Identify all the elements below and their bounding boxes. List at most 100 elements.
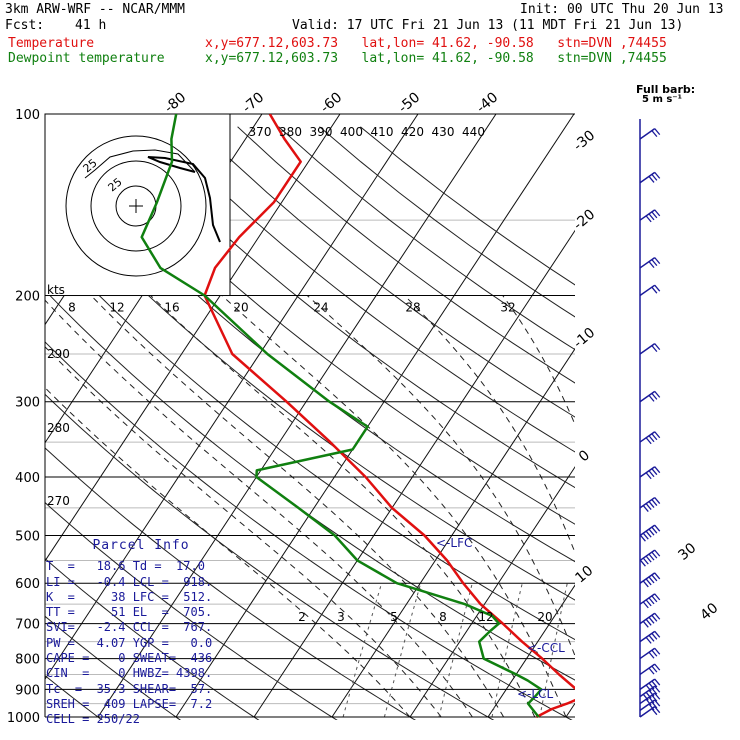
isotherm-label: -70: [240, 89, 268, 116]
isotherm-line: [644, 114, 740, 717]
dry-adiabat: [196, 126, 575, 418]
parcel-info-panel: Parcel Info T = 18.6 Td = 17.0 LI = -0.4…: [46, 538, 236, 728]
forecast-label: Fcst:: [5, 18, 45, 33]
mixing-ratio-label: 5: [390, 610, 398, 624]
wind-barb-flag: [654, 699, 661, 707]
dry-adiabat: [45, 341, 573, 720]
parcel-info-title: Parcel Info: [92, 538, 190, 553]
wind-barb-flag: [642, 505, 649, 513]
wind-barb-shaft: [639, 128, 656, 140]
pressure-tick-label: 800: [15, 653, 40, 668]
wind-barb-flag: [642, 693, 649, 701]
temperature-legend: Temperature: [8, 36, 95, 51]
pressure-tick-label: 500: [15, 529, 40, 544]
wind-barb-flag: [642, 601, 649, 609]
wind-barb-flag: [654, 524, 661, 532]
pressure-tick-label: 1000: [7, 711, 40, 726]
mixing-ratio-line: [383, 583, 422, 718]
pressure-tick-label: 200: [15, 290, 40, 305]
theta-e-label: 420: [401, 125, 424, 139]
dry-adiabat: [45, 615, 182, 720]
theta-e-label: 410: [371, 125, 394, 139]
wind-barb-flag: [651, 259, 658, 267]
wind-barb-flag: [651, 574, 658, 582]
wind-barb-flag: [648, 213, 655, 221]
wind-barb-flag: [651, 551, 658, 559]
mixing-ratio-label: 16: [164, 301, 179, 315]
wind-barb-flag: [654, 593, 661, 601]
full-barb-unit: 5 m s⁻¹: [642, 94, 682, 105]
wind-barb: [639, 466, 661, 480]
dewpoint-legend: Dewpoint temperature: [8, 51, 165, 66]
wind-barb-flag: [648, 696, 655, 704]
isotherm-label: -40: [474, 89, 502, 116]
wind-barb-flag: [654, 171, 661, 179]
forecast-hour: 41 h: [75, 18, 107, 33]
full-barb-label: Full barb:: [636, 83, 696, 96]
parcel-info-row: PW = 4.07 YGP = 0.0: [46, 635, 213, 650]
wind-barb-flag: [654, 209, 661, 217]
wind-barb: [639, 630, 661, 644]
mixing-ratio-label: 32: [500, 301, 515, 315]
dry-adiabat: [45, 501, 338, 720]
isotherm-line: [487, 584, 575, 718]
wind-barb-flag: [651, 680, 658, 688]
wind-barb-flag: [651, 701, 658, 709]
dry-adiabat: [45, 189, 575, 601]
isotherm-label: 30: [675, 540, 699, 564]
wind-barb-flag: [648, 394, 655, 402]
wind-barb-shaft: [639, 343, 656, 355]
pressure-tick-label: 300: [15, 396, 40, 411]
wind-barb-flag: [654, 612, 661, 620]
wind-barb: [639, 572, 661, 588]
wind-barb-flag: [645, 578, 652, 586]
parcel-info-row: LI = -0.4 LCL = 918.: [46, 574, 213, 589]
pressure-tick-label: 400: [15, 471, 40, 486]
hodograph-ring: [90, 160, 182, 252]
wind-barb-flag: [654, 630, 661, 638]
wind-barb-flag: [645, 691, 652, 699]
wind-barb-flag: [642, 557, 649, 565]
wind-barb-flag: [654, 257, 661, 265]
wind-barb-flag: [654, 431, 661, 439]
dewpoint-location: x,y=677.12,603.73 lat,lon= 41.62, -90.58…: [205, 51, 667, 66]
parcel-info-row: T = 18.6 Td = 17.0: [46, 559, 205, 574]
theta-label: 270: [47, 494, 70, 508]
wind-barb: [639, 171, 661, 184]
wind-barb-flag: [651, 345, 658, 353]
valid-time: Valid: 17 UTC Fri 21 Jun 13 (11 MDT Fri …: [292, 18, 684, 33]
wind-barb-flag: [645, 530, 652, 538]
wind-barb-flag: [654, 466, 661, 474]
wind-barb-flag: [651, 433, 658, 441]
wind-barb: [639, 209, 661, 223]
mixing-ratio-label: 24: [313, 301, 328, 315]
dry-adiabat: [45, 447, 417, 720]
isotherm-line: [409, 466, 575, 718]
hodograph-trace-upper: [84, 149, 196, 179]
hodograph-box: [44, 113, 231, 297]
isotherm-line: [722, 114, 740, 717]
theta-e-label: 430: [432, 125, 455, 139]
wind-barb-flag: [654, 692, 661, 700]
wind-barb-flag: [651, 130, 658, 138]
wind-barb-flag: [651, 665, 658, 673]
wind-barb-flag: [654, 572, 661, 580]
wind-barb-flag: [642, 532, 649, 540]
wind-barb: [639, 678, 661, 692]
theta-e-label: 370: [249, 125, 272, 139]
wind-barb-flag: [648, 667, 655, 675]
hodograph-ring: [65, 135, 207, 277]
mixing-ratio-label: 8: [68, 301, 76, 315]
parcel-level-annotation: <-LFC: [436, 536, 472, 550]
wind-barb-flag: [651, 595, 658, 603]
parcel-info-row: Tc = 35.3 SHEAR= 57.: [46, 681, 213, 696]
mixing-ratio-label: 28: [405, 301, 420, 315]
wind-barb-shaft: [639, 284, 656, 297]
wind-barb-flag: [645, 503, 652, 511]
theta-e-label: 380: [279, 125, 302, 139]
wind-barb-flag: [654, 497, 661, 504]
isotherm-label: 10: [572, 563, 596, 587]
isotherm-line: [175, 114, 575, 718]
wind-barb: [639, 284, 661, 297]
mixing-ratio-label: 2: [298, 610, 306, 624]
